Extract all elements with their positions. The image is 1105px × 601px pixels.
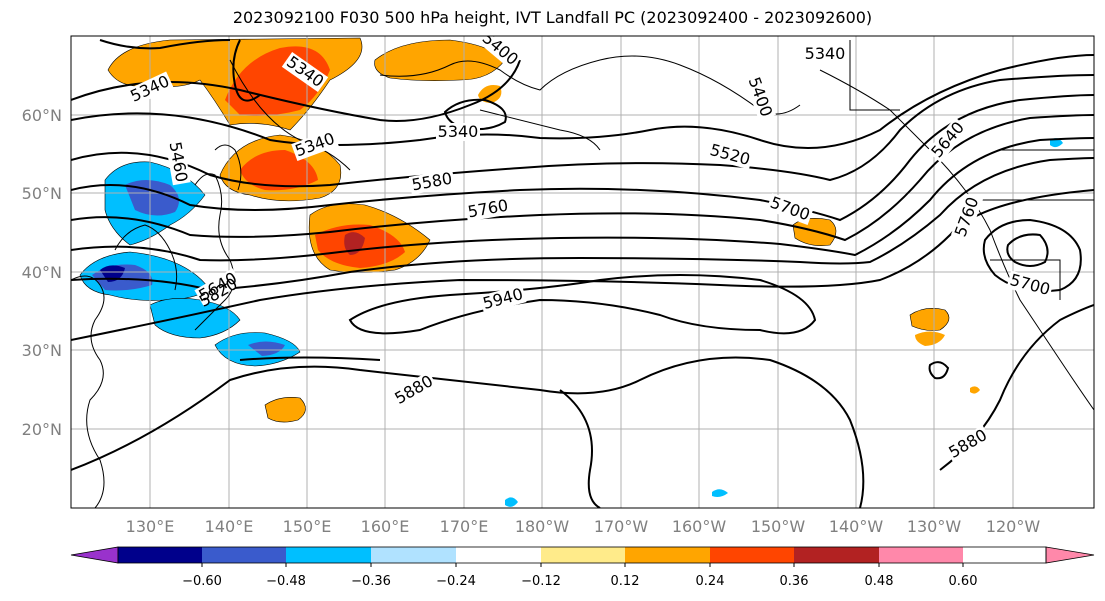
colorbar-segment [118, 547, 202, 563]
longitude-tick-label: 120°W [986, 517, 1041, 536]
colorbar-segment [202, 547, 286, 563]
latitude-tick-label: 60°N [22, 106, 62, 125]
latitude-tick-label: 50°N [22, 184, 62, 203]
longitude-tick-label: 160°E [361, 517, 410, 536]
latitude-tick-label: 20°N [22, 420, 62, 439]
colorbar: −0.60 −0.48 −0.36 −0.24 −0.12 0.12 0.24 0.36 0.4… [70, 546, 1095, 589]
height-contours [71, 39, 1094, 508]
colorbar-tick-label: 0.12 [611, 574, 640, 589]
colorbar-tick-label: −0.24 [436, 574, 476, 589]
longitude-tick-label: 150°E [283, 517, 332, 536]
colorbar-tick-label: 0.60 [949, 574, 978, 589]
colorbar-tick-label: 0.36 [780, 574, 809, 589]
colorbar-segment [456, 547, 541, 563]
colorbar-segment [541, 547, 625, 563]
coastlines [71, 40, 1094, 508]
longitude-tick-label: 150°W [751, 517, 806, 536]
longitude-tick-label: 160°W [672, 517, 727, 536]
colorbar-segment [371, 547, 456, 563]
colorbar-segment [710, 547, 794, 563]
longitude-tick-label: 170°W [594, 517, 649, 536]
colorbar-segment [879, 547, 963, 563]
latitude-labels: 60°N 50°N 40°N 30°N 20°N [22, 106, 62, 439]
contour-label: 5340 [805, 44, 846, 63]
longitude-tick-label: 140°W [829, 517, 884, 536]
longitude-tick-label: 130°W [907, 517, 962, 536]
contour-label: 5340 [438, 122, 479, 141]
longitude-tick-label: 130°E [126, 517, 175, 536]
longitude-labels: 130°E 140°E 150°E 160°E 170°E 180°W 170°W 160°W… [126, 517, 1041, 536]
colorbar-tick-label: 0.24 [696, 574, 725, 589]
colorbar-tick-label: 0.48 [865, 574, 894, 589]
colorbar-segment [286, 547, 371, 563]
map-border [70, 35, 1095, 509]
colorbar-tick-label: −0.36 [351, 574, 391, 589]
latitude-tick-label: 30°N [22, 341, 62, 360]
colorbar-segment [794, 547, 879, 563]
colorbar-tick-label: −0.60 [182, 574, 222, 589]
latitude-tick-label: 40°N [22, 263, 62, 282]
map-title: 2023092100 F030 500 hPa height, IVT Land… [232, 8, 873, 27]
colorbar-tick-label: −0.12 [521, 574, 561, 589]
graticule [71, 36, 1094, 508]
colorbar-segment [625, 547, 710, 563]
colorbar-tick-label: −0.48 [266, 574, 306, 589]
longitude-tick-label: 170°E [440, 517, 489, 536]
longitude-tick-label: 180°W [515, 517, 570, 536]
longitude-tick-label: 140°E [205, 517, 254, 536]
